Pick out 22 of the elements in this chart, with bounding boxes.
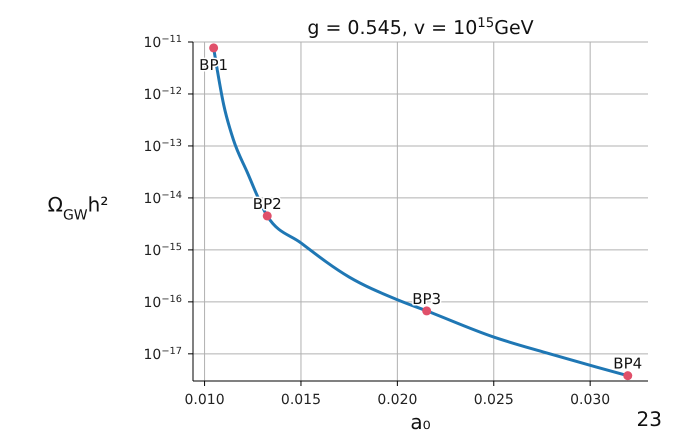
y-tick-label: 10$^{−11}$	[143, 34, 182, 51]
y-tick-label: 10$^{−16}$	[143, 293, 182, 311]
y-tick-label: 10$^{−12}$	[143, 85, 182, 103]
y-tick-label: 10$^{−17}$	[143, 345, 182, 363]
point	[422, 306, 432, 316]
x-tick-label: 0.025	[474, 392, 514, 408]
x-tick-label: 0.020	[377, 392, 418, 408]
x-tick-label: 0.010	[184, 392, 225, 408]
point	[209, 43, 218, 52]
y-tick-label: 10$^{−15}$	[143, 241, 182, 259]
y-axis-title: Ω$_{GW}$h²	[48, 192, 108, 224]
chart-title: g = 0.545, v = 10$^{15}$GeV	[307, 16, 534, 39]
x-axis-title: a₀	[410, 410, 431, 434]
point	[262, 211, 272, 220]
annotation: BP4	[613, 354, 642, 373]
x-tick-label: 0.015	[280, 392, 322, 408]
x-tick-label: 0.030	[570, 392, 610, 408]
text: 23	[636, 407, 662, 431]
annotation: BP3	[412, 290, 442, 308]
y-tick-label: 10$^{−14}$	[143, 189, 182, 207]
point	[623, 371, 632, 380]
y-tick-label: 10$^{−13}$	[143, 137, 182, 155]
